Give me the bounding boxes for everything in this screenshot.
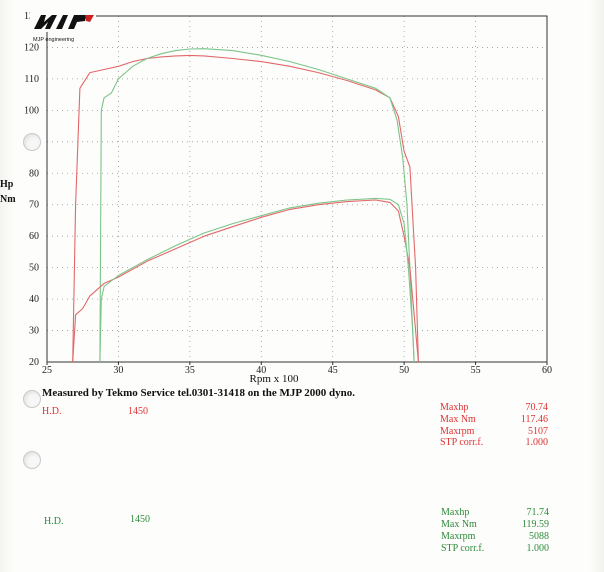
run-2-maxhp-label: Maxhp [441, 507, 470, 518]
y-tick-label: 120 [24, 42, 39, 53]
run-2-stp-value: 1.000 [526, 543, 550, 554]
x-tick-label: 55 [471, 365, 481, 376]
x-tick-label: 25 [42, 365, 52, 376]
series-green-power [99, 197, 415, 363]
series-red-torque [72, 54, 419, 363]
x-axis-title: Rpm x 100 [250, 373, 299, 385]
run-2-maxhp-value: 71.74 [526, 507, 550, 518]
y-tick-label: 80 [29, 168, 39, 179]
binder-hole-top [23, 133, 41, 151]
plot-border [46, 15, 548, 363]
run-1-maxrpm-value: 5107 [528, 426, 548, 437]
y-axis-title-nm: Nm [0, 194, 16, 205]
chart-grid [47, 16, 547, 362]
run-1-maxhp-label: Maxhp [440, 402, 469, 413]
binder-hole-lower [23, 451, 41, 469]
run-1-maxnm-value: 117.46 [520, 414, 548, 425]
run-1-maxhp-value: 70.74 [525, 402, 549, 413]
series-green-torque [99, 48, 415, 363]
y-tick-label: 110 [24, 74, 39, 85]
run-2-maxnm-label: Max Nm [441, 519, 477, 530]
run-1-stp-label: STP corr.f. [440, 437, 484, 448]
run-2-id: H.D. [44, 516, 64, 527]
y-axis-title-hp: Hp [0, 179, 14, 190]
y-tick-label: 70 [29, 200, 39, 211]
chart-series [72, 48, 419, 363]
mjp-logo: MJP engineering [30, 12, 96, 44]
y-tick-label: 60 [29, 231, 39, 242]
chart-ticks: 2530354045505560203040506070801001101201… [24, 11, 552, 376]
y-tick-label: 50 [29, 263, 39, 274]
series-red-power [72, 199, 419, 363]
run-2-maxnm-value: 119.59 [521, 519, 549, 530]
run-1-stp-value: 1.000 [525, 437, 549, 448]
x-tick-label: 60 [542, 365, 552, 376]
chart-frame [46, 15, 548, 363]
run-2-maxrpm-label: Maxrpm [441, 531, 476, 542]
run-2-stp-label: STP corr.f. [441, 543, 485, 554]
x-tick-label: 35 [185, 365, 195, 376]
logo-subtitle: MJP engineering [33, 37, 74, 43]
binder-hole-middle [23, 390, 41, 408]
y-tick-label: 40 [29, 294, 39, 305]
x-tick-label: 45 [328, 365, 338, 376]
y-tick-label: 20 [29, 357, 39, 368]
y-tick-label: 100 [24, 105, 39, 116]
x-tick-label: 40 [256, 365, 266, 376]
run-2-maxrpm-value: 5088 [529, 531, 549, 542]
x-tick-label: 50 [399, 365, 409, 376]
x-tick-label: 30 [113, 365, 123, 376]
measured-by-note: Measured by Tekmo Service tel.0301-31418… [42, 387, 355, 399]
run-1-number: 1450 [128, 406, 148, 417]
run-2-number: 1450 [130, 514, 150, 525]
run-1-maxnm-label: Max Nm [440, 414, 476, 425]
run-1-id: H.D. [42, 406, 62, 417]
y-tick-label: 30 [29, 326, 39, 337]
run-1-maxrpm-label: Maxrpm [440, 426, 475, 437]
